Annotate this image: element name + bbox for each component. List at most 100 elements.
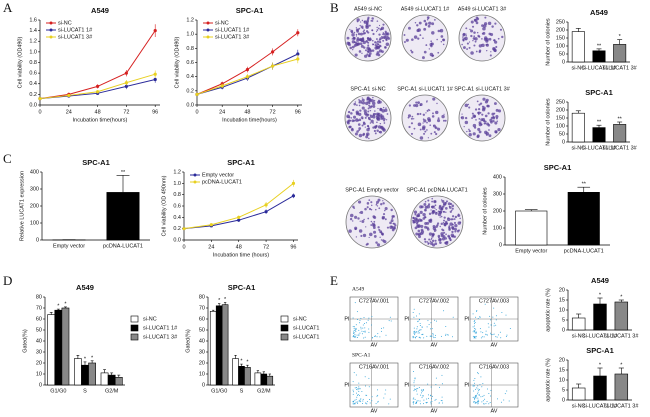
colony — [351, 220, 354, 222]
colony — [470, 34, 473, 38]
colony — [365, 113, 369, 117]
significance: ** — [121, 170, 126, 176]
colony — [360, 210, 364, 215]
colony — [360, 38, 365, 42]
colony — [361, 97, 363, 99]
event — [376, 395, 378, 397]
colony — [371, 49, 375, 52]
colony — [459, 217, 461, 220]
colony — [429, 52, 434, 57]
event — [354, 387, 356, 389]
colony — [373, 226, 376, 230]
colony — [408, 125, 411, 129]
y-tick-label: 1.2 — [173, 169, 181, 175]
colony — [441, 114, 445, 119]
event — [420, 329, 422, 331]
event — [419, 329, 421, 331]
colony — [486, 104, 489, 108]
colony — [419, 205, 423, 209]
event — [479, 317, 481, 319]
event — [414, 332, 416, 334]
colony — [431, 239, 435, 243]
flow-axis: AV — [491, 342, 498, 348]
y-tick-label: 1.2 — [29, 39, 37, 45]
event — [434, 334, 436, 336]
x-axis-label: Incubation time (hours) — [213, 252, 269, 258]
colony — [482, 97, 486, 101]
colony — [441, 228, 444, 231]
colony — [379, 45, 381, 47]
event — [482, 332, 484, 334]
colony — [471, 112, 474, 115]
event — [432, 332, 434, 334]
y-tick-label: 20 — [36, 360, 42, 366]
event — [473, 327, 475, 329]
x-tick-label: si-LUCAT1 3# — [603, 65, 638, 71]
colony — [414, 217, 418, 221]
y-tick-label: 0 — [39, 382, 42, 388]
colony — [373, 99, 376, 102]
event — [414, 336, 416, 338]
event — [434, 399, 436, 401]
event — [496, 336, 498, 338]
colony — [376, 129, 379, 132]
event — [500, 401, 502, 403]
event — [418, 386, 420, 388]
point — [195, 92, 199, 96]
event — [496, 398, 498, 400]
legend-label: si-NC — [58, 20, 72, 26]
event — [355, 398, 357, 400]
colony — [434, 207, 436, 209]
y-tick-label: 30 — [199, 349, 205, 355]
event — [358, 333, 360, 335]
chart-title: SPC-A1 — [236, 6, 264, 15]
colony — [454, 215, 458, 219]
colony — [411, 115, 414, 118]
colony — [464, 103, 469, 108]
colony — [354, 53, 358, 57]
colony — [373, 220, 376, 223]
event — [362, 398, 364, 400]
colony — [478, 118, 481, 120]
colony — [495, 108, 499, 112]
y-tick-label: 100 — [556, 43, 565, 49]
event — [418, 336, 420, 338]
bar — [266, 375, 274, 386]
y-tick-label: 60 — [36, 316, 42, 322]
legend-swatch — [130, 333, 139, 341]
event — [480, 396, 482, 398]
event — [355, 324, 357, 326]
colony — [384, 209, 386, 212]
event — [360, 328, 362, 330]
event — [380, 330, 382, 332]
x-tick-label: 72 — [270, 109, 276, 115]
x-tick-label: G1/G0 — [50, 388, 66, 394]
event — [366, 403, 368, 405]
y-axis-label: Cell viability (OD490) — [174, 37, 180, 89]
event — [356, 311, 358, 313]
event — [353, 372, 355, 374]
colony — [486, 49, 488, 52]
colony — [366, 36, 370, 40]
chart-title: SPC-A1 — [585, 88, 613, 97]
colony — [442, 210, 445, 213]
point — [153, 77, 157, 82]
event — [417, 321, 419, 323]
colony — [375, 38, 378, 40]
colony — [378, 228, 381, 231]
point — [245, 67, 249, 72]
colony — [443, 231, 446, 234]
event — [357, 402, 359, 404]
event — [420, 337, 422, 339]
flow-id: C727AV.001 — [359, 298, 389, 304]
event — [500, 337, 502, 339]
colony — [442, 230, 444, 232]
colony — [384, 46, 387, 49]
colony — [422, 113, 426, 116]
colony — [473, 126, 477, 129]
event — [472, 335, 474, 337]
y-tick-label: 70 — [199, 305, 205, 311]
x-tick-label: S — [240, 388, 244, 394]
event — [413, 332, 415, 334]
colony — [422, 37, 424, 40]
